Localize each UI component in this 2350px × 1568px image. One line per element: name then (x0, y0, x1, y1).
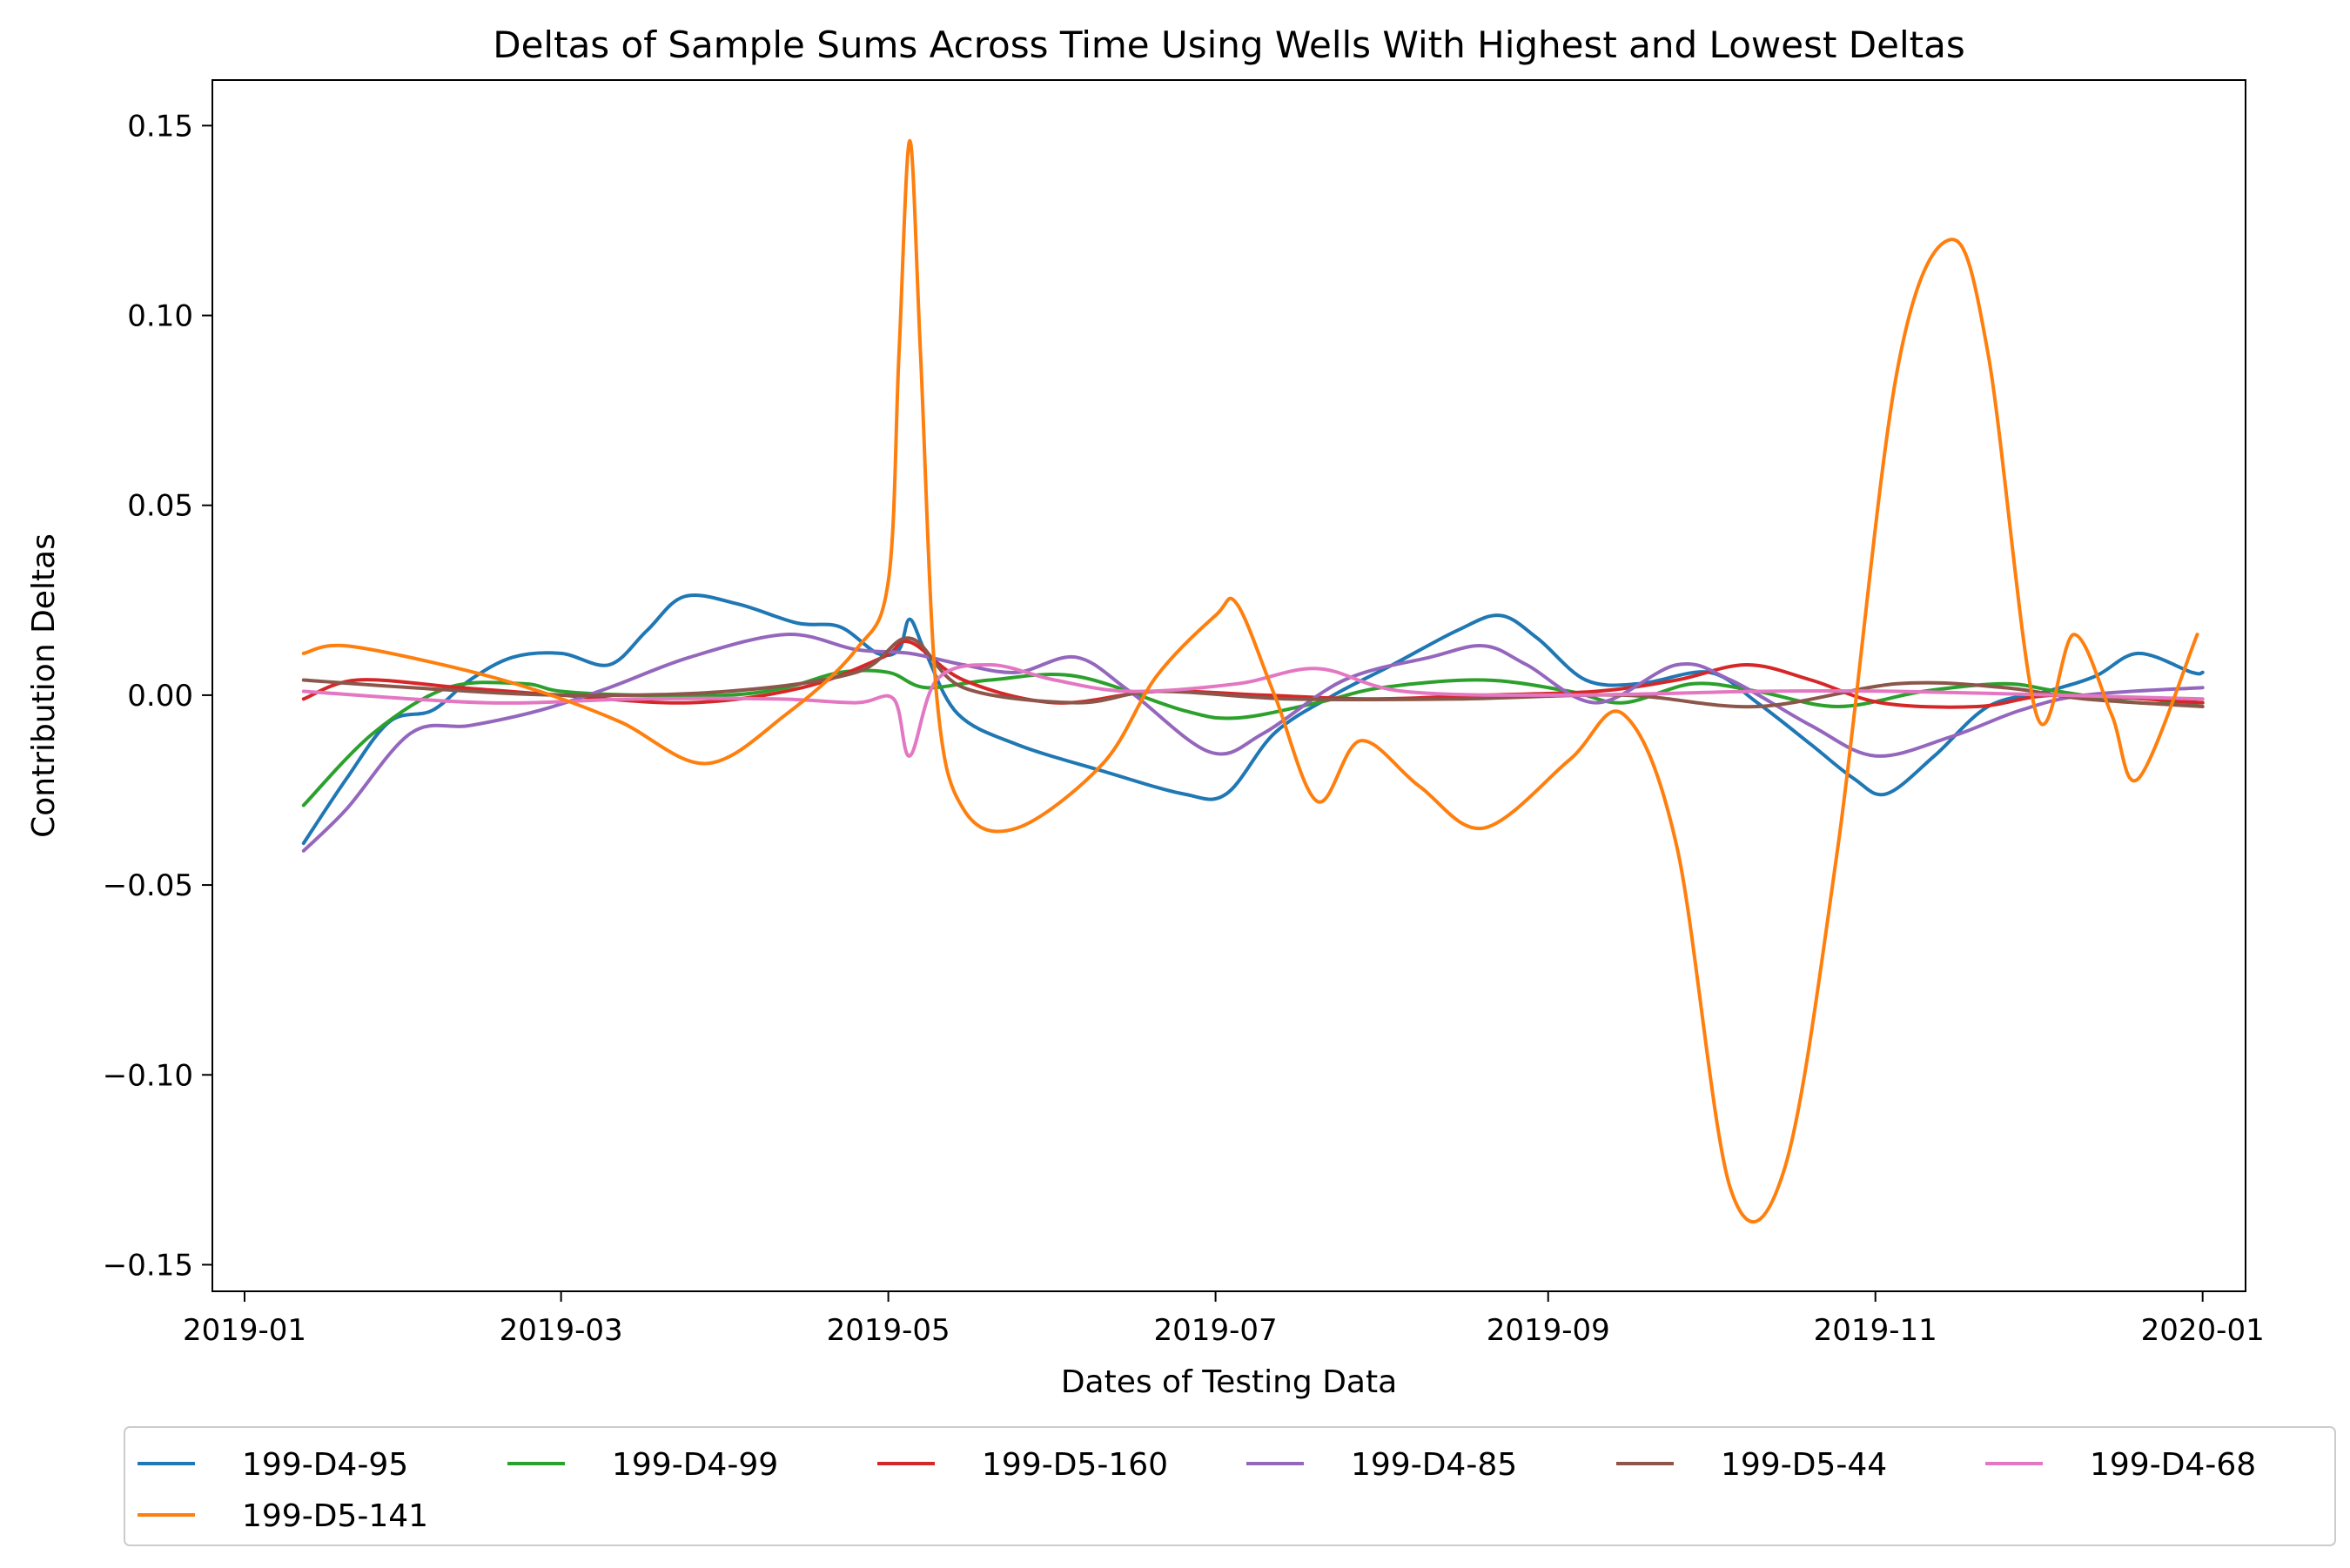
legend-label-199-D4-95: 199-D4-95 (242, 1447, 408, 1483)
y-tick-label: −0.05 (103, 868, 193, 903)
plot-lines (301, 138, 2205, 1223)
y-tick-label: 0.15 (127, 109, 193, 144)
plot-frame (212, 79, 2246, 1292)
series-line-199-D5-141 (301, 138, 2199, 1223)
series-line-199-D4-68 (301, 663, 2205, 758)
legend-label-199-D4-99: 199-D4-99 (612, 1447, 778, 1483)
y-tick-label: 0.05 (127, 489, 193, 524)
series-line-199-D5-44 (301, 636, 2205, 709)
legend-frame (124, 1426, 2336, 1546)
x-tick-label: 2019-07 (1154, 1313, 1278, 1348)
x-tick-label: 2019-11 (1814, 1313, 1937, 1348)
y-tick-label: −0.15 (103, 1248, 193, 1283)
series-line-199-D4-85 (301, 633, 2205, 853)
chart-title: Deltas of Sample Sums Across Time Using … (493, 23, 1964, 66)
legend-label-199-D4-85: 199-D4-85 (1351, 1447, 1517, 1483)
y-axis-label: Contribution Deltas (26, 533, 62, 838)
y-tick-label: 0.10 (127, 299, 193, 334)
x-axis-ticks: 2019-01 2019-03 2019-05 2019-07 2019-09 2019-… (183, 1291, 2265, 1348)
legend-label-199-D4-68: 199-D4-68 (2090, 1447, 2256, 1483)
legend-label-199-D5-160: 199-D5-160 (982, 1447, 1168, 1483)
x-tick-label: 2019-01 (183, 1313, 306, 1348)
legend-label-199-D5-141: 199-D5-141 (242, 1498, 428, 1534)
x-axis-label: Dates of Testing Data (1061, 1364, 1397, 1400)
y-tick-label: −0.10 (103, 1058, 193, 1093)
x-tick-label: 2019-03 (500, 1313, 623, 1348)
legend: 199-D4-95 199-D5-141 199-D4-99 199-D5-160 19… (124, 1426, 2336, 1546)
y-axis-ticks: 0.15 0.10 0.05 0.00 −0.05 −0.10 −0.15 (103, 109, 212, 1283)
x-tick-label: 2019-09 (1487, 1313, 1610, 1348)
series-line-199-D4-95 (301, 593, 2205, 846)
x-tick-label: 2019-05 (827, 1313, 950, 1348)
legend-label-199-D5-44: 199-D5-44 (1721, 1447, 1887, 1483)
y-tick-label: 0.00 (127, 679, 193, 714)
x-tick-label: 2020-01 (2141, 1313, 2265, 1348)
